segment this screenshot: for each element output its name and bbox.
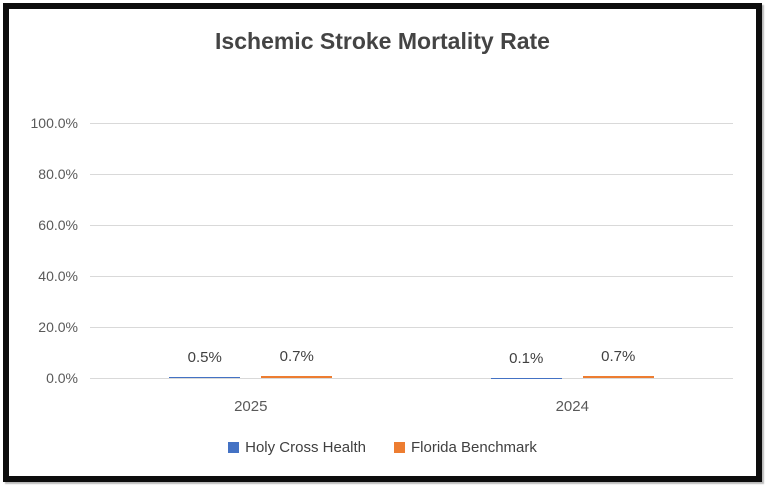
x-axis-category-label: 2025 — [234, 398, 268, 415]
gridline — [90, 378, 733, 379]
gridline — [90, 123, 733, 124]
gridline — [90, 327, 733, 328]
legend-swatch-icon — [393, 442, 405, 453]
legend-swatch-icon — [228, 442, 240, 453]
chart-title: Ischemic Stroke Mortality Rate — [215, 28, 550, 54]
y-axis-tick-label: 20.0% — [38, 319, 78, 335]
y-axis-tick-label: 0.0% — [46, 370, 78, 386]
gridline — [90, 174, 733, 175]
legend: Holy Cross Health Florida Benchmark — [9, 439, 756, 456]
legend-item-holy-cross-health: Holy Cross Health — [228, 439, 366, 456]
bar-data-label: 0.1% — [509, 349, 544, 367]
bar-florida-benchmark-2025 — [261, 376, 333, 378]
gridline — [90, 225, 733, 226]
bar-holy-cross-health-2024 — [490, 377, 562, 379]
gridline — [90, 276, 733, 277]
y-axis-tick-label: 80.0% — [38, 166, 78, 182]
bar-holy-cross-health-2025 — [169, 376, 241, 378]
chart-frame: Ischemic Stroke Mortality Rate 0.0% 20.0%… — [3, 3, 762, 482]
y-axis-tick-label: 40.0% — [38, 268, 78, 284]
legend-label: Florida Benchmark — [410, 439, 537, 456]
y-axis-tick-label: 60.0% — [38, 217, 78, 233]
y-axis-tick-label: 100.0% — [30, 115, 78, 131]
bar-data-label: 0.5% — [187, 348, 222, 366]
bar-data-label: 0.7% — [601, 348, 636, 366]
legend-item-florida-benchmark: Florida Benchmark — [393, 439, 537, 456]
legend-label: Holy Cross Health — [245, 439, 366, 456]
x-axis-category-label: 2024 — [555, 398, 589, 415]
bar-data-label: 0.7% — [279, 348, 314, 366]
bar-florida-benchmark-2024 — [582, 376, 654, 378]
